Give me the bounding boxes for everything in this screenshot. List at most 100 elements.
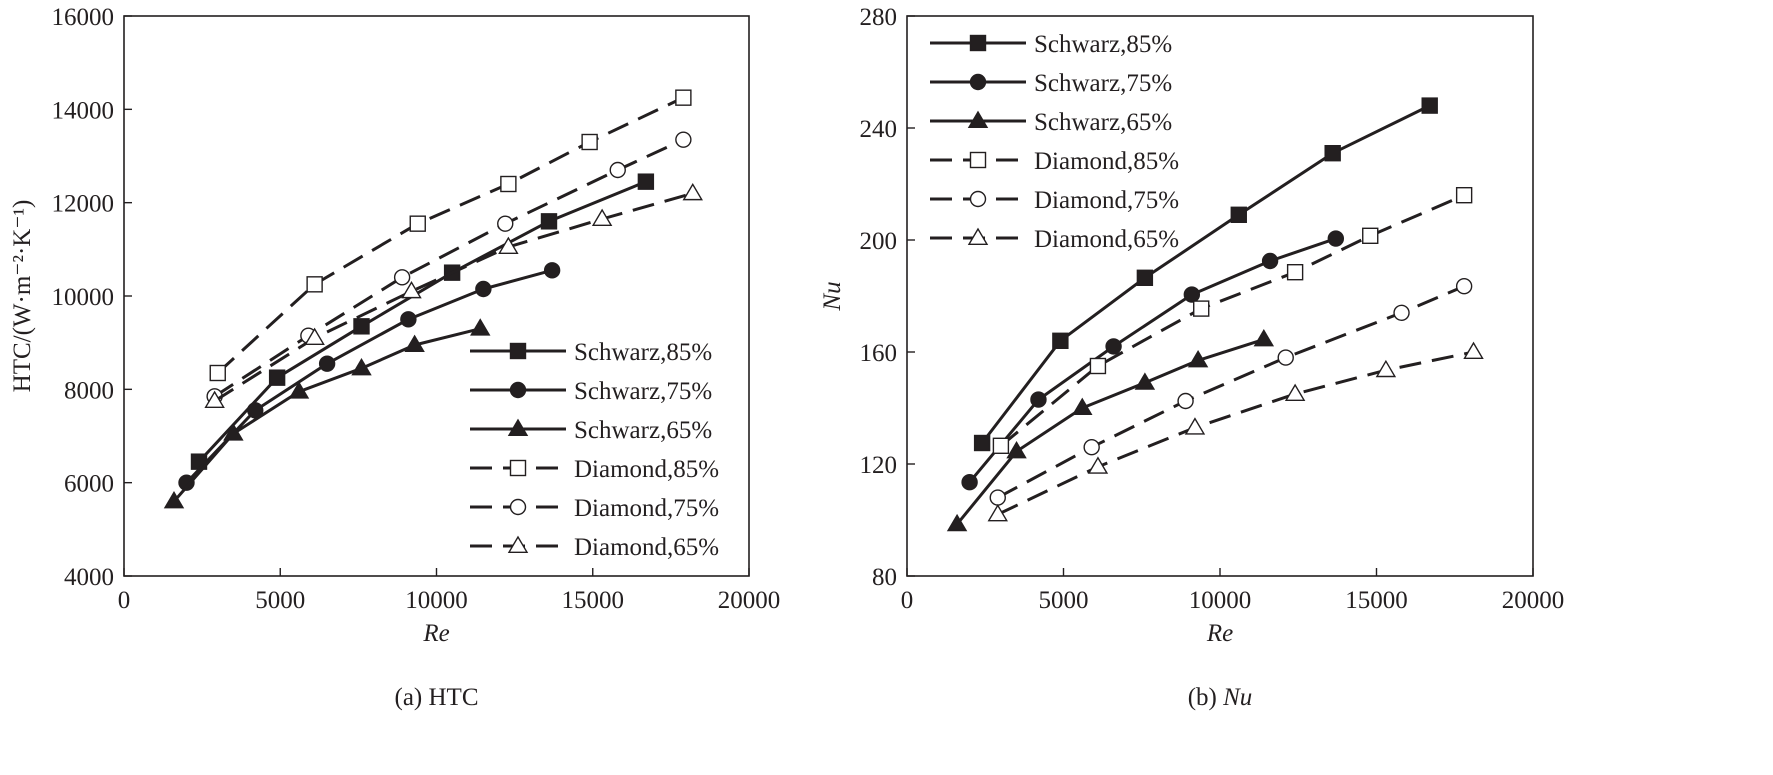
data-point: [288, 381, 310, 399]
y-tick-label: 280: [860, 4, 898, 31]
data-point: [163, 490, 185, 509]
data-point: [682, 182, 703, 201]
series-schwarz-65: [163, 318, 491, 509]
legend-label: Diamond,75%: [574, 495, 719, 522]
y-tick-label: 12000: [52, 191, 115, 218]
x-tick-label: 5000: [255, 587, 305, 614]
series-line: [968, 237, 1337, 484]
data-point: [992, 437, 1010, 454]
data-point: [204, 390, 225, 408]
data-point: [400, 311, 417, 328]
data-point: [973, 434, 991, 452]
series-line: [213, 138, 685, 398]
data-point: [675, 89, 692, 106]
data-point: [1230, 206, 1247, 224]
series-schwarz-75: [178, 262, 561, 491]
data-point: [247, 402, 264, 419]
legend-marker: [969, 34, 987, 52]
y-tick-label: 120: [860, 452, 898, 479]
data-point: [1052, 332, 1069, 349]
data-point: [401, 280, 422, 299]
data-point: [1187, 350, 1209, 368]
x-axis-title: Re: [1206, 620, 1233, 647]
data-point: [1455, 186, 1473, 204]
data-point: [209, 364, 226, 382]
legend-label: Schwarz,85%: [1034, 31, 1172, 58]
data-point: [1362, 227, 1379, 245]
legend-item: Schwarz,75%: [930, 70, 1172, 97]
legend-marker: [967, 110, 989, 129]
legend-label: Schwarz,65%: [1034, 109, 1172, 136]
series-schwarz-65: [946, 329, 1275, 532]
data-point: [946, 513, 968, 532]
data-point: [1177, 392, 1194, 410]
data-point: [675, 131, 692, 148]
series-line: [172, 327, 481, 503]
data-point: [1006, 441, 1027, 459]
series-line: [216, 96, 685, 375]
y-tick-label: 6000: [64, 471, 114, 498]
legend-label: Diamond,75%: [1034, 187, 1179, 214]
data-point: [475, 280, 492, 298]
data-point: [1284, 383, 1306, 401]
data-point: [351, 357, 372, 376]
x-tick-label: 0: [901, 587, 914, 614]
caption-variable: Nu: [1222, 684, 1252, 711]
y-tick-label: 14000: [52, 97, 115, 124]
series-line: [955, 337, 1265, 526]
legend-marker: [969, 151, 987, 169]
legend-item: Schwarz,65%: [930, 109, 1172, 136]
data-point: [961, 474, 978, 491]
data-point: [223, 423, 244, 441]
series-schwarz-85: [190, 173, 655, 470]
data-point: [1183, 286, 1201, 303]
legend-item: Diamond,75%: [930, 187, 1179, 214]
data-point: [304, 327, 325, 345]
legend-marker: [509, 381, 527, 399]
data-point: [1030, 391, 1047, 408]
data-point: [1184, 417, 1206, 435]
data-point: [609, 161, 626, 179]
data-point: [1421, 97, 1438, 114]
y-tick-label: 200: [860, 228, 898, 255]
legend-marker: [967, 227, 989, 246]
data-point: [1277, 349, 1294, 366]
data-point: [1136, 269, 1154, 286]
figure-caption: (b) Nu: [1188, 684, 1253, 711]
data-point: [1455, 278, 1473, 295]
legend-item: Diamond,85%: [930, 148, 1179, 175]
data-point: [470, 318, 491, 336]
data-point: [1261, 252, 1279, 270]
y-tick-label: 80: [872, 564, 897, 591]
data-point: [1253, 329, 1275, 347]
data-point: [500, 175, 517, 193]
data-point: [306, 276, 323, 293]
data-point: [1286, 264, 1304, 281]
legend-item: Diamond,85%: [470, 456, 719, 483]
y-tick-label: 160: [860, 340, 898, 367]
legend-label: Schwarz,75%: [1034, 70, 1172, 97]
data-point: [1327, 230, 1345, 247]
legend-marker: [507, 418, 529, 436]
data-point: [1324, 144, 1341, 162]
x-axis-title: Re: [422, 620, 449, 647]
data-point: [353, 318, 370, 335]
plot-frame: [123, 15, 750, 577]
legend: Schwarz,85% Schwarz,75% Schwarz,65% Diamond…: [930, 31, 1179, 253]
legend-marker: [509, 342, 527, 360]
data-point: [543, 262, 561, 279]
series-line: [997, 284, 1465, 499]
legend-label: Diamond,65%: [574, 534, 719, 561]
series-line: [185, 268, 553, 484]
data-point: [1463, 341, 1484, 359]
legend-marker: [969, 190, 987, 208]
series-diamond-85: [992, 186, 1473, 454]
x-tick-label: 5000: [1039, 587, 1089, 614]
y-tick-label: 240: [860, 116, 898, 143]
series-diamond-85: [209, 89, 692, 382]
data-point: [393, 269, 411, 286]
caption-prefix: (b): [1188, 684, 1223, 711]
series-diamond-65: [204, 182, 703, 408]
series-line: [980, 104, 1431, 444]
data-point: [1134, 372, 1156, 390]
